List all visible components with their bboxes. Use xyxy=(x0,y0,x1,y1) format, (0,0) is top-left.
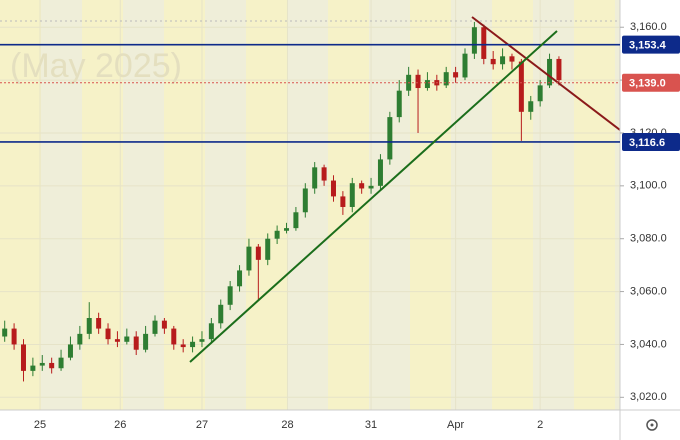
candle-body xyxy=(368,185,374,189)
candle-body xyxy=(481,27,487,59)
price-label: 3,139.0 xyxy=(629,78,666,90)
candle-body xyxy=(143,333,149,350)
candle-body xyxy=(453,72,459,78)
x-tick-label: 2 xyxy=(537,419,543,431)
candle-body xyxy=(415,74,421,89)
trend-line xyxy=(471,16,621,131)
candle-body xyxy=(171,328,177,345)
candle-body xyxy=(265,238,271,260)
candle-body xyxy=(161,320,167,329)
background-stripe xyxy=(164,0,205,410)
y-tick-label: 3,020.0 xyxy=(630,391,667,403)
candle-body xyxy=(180,344,186,348)
background-stripe xyxy=(533,0,574,410)
background-stripe xyxy=(328,0,369,410)
candle-body xyxy=(387,117,393,160)
settings-icon[interactable] xyxy=(646,419,658,431)
y-axis-panel xyxy=(620,0,680,440)
candle-body xyxy=(11,328,17,345)
background-stripe xyxy=(492,0,533,410)
candle-body xyxy=(133,336,139,350)
candle-body xyxy=(377,159,383,186)
background-stripe xyxy=(0,0,41,410)
watermark: (May 2025) xyxy=(10,47,182,85)
candle-body xyxy=(246,246,252,271)
candle-body xyxy=(293,212,299,229)
x-tick-label: 26 xyxy=(114,419,126,431)
background-stripe xyxy=(410,0,451,410)
price-label-box xyxy=(622,73,680,92)
trend-line xyxy=(189,30,558,363)
price-label-box xyxy=(622,35,680,54)
candle-body xyxy=(58,357,64,369)
price-label: 3,153.4 xyxy=(629,40,667,52)
candle-body xyxy=(443,72,449,86)
candle-body xyxy=(518,61,524,112)
x-tick-label: Apr xyxy=(447,419,464,431)
x-tick-label: 25 xyxy=(34,419,46,431)
x-tick-label: 31 xyxy=(365,419,377,431)
candle-body xyxy=(105,328,111,340)
y-tick-label: 3,080.0 xyxy=(630,233,667,245)
candle-body xyxy=(30,365,36,371)
candle-body xyxy=(424,80,430,89)
x-tick-label: 28 xyxy=(281,419,293,431)
background-stripe xyxy=(615,0,620,410)
candle-body xyxy=(359,183,365,189)
background-stripe xyxy=(41,0,82,410)
candle-body xyxy=(218,304,224,324)
candle-body xyxy=(208,323,214,340)
candle-body xyxy=(124,336,130,342)
candle-body xyxy=(312,167,318,189)
candle-body xyxy=(2,328,8,337)
candle-body xyxy=(302,188,308,213)
x-tick-label: 27 xyxy=(196,419,208,431)
candle-body xyxy=(340,196,346,207)
candle-body xyxy=(77,333,83,345)
y-tick-label: 3,160.0 xyxy=(630,21,667,33)
candle-body xyxy=(330,180,336,197)
candle-body xyxy=(190,341,196,348)
candle-body xyxy=(284,228,290,231)
y-tick-label: 3,060.0 xyxy=(630,285,667,297)
background-stripe xyxy=(205,0,246,410)
candle-body xyxy=(20,344,26,371)
background-stripe xyxy=(451,0,492,410)
candle-body xyxy=(96,318,102,329)
candle-body xyxy=(199,339,205,342)
candle-body xyxy=(471,27,477,54)
candle-body xyxy=(152,320,158,334)
candle-body xyxy=(500,56,506,65)
candle-body xyxy=(227,286,233,305)
price-label-box xyxy=(622,132,680,151)
candle-body xyxy=(114,339,120,342)
candle-body xyxy=(255,246,261,260)
price-label: 3,116.6 xyxy=(629,137,665,149)
candle-body xyxy=(509,56,515,62)
candle-body xyxy=(39,362,45,366)
x-axis-panel xyxy=(0,410,620,440)
background-stripe xyxy=(246,0,287,410)
candle-body xyxy=(537,85,543,102)
background-stripe xyxy=(369,0,410,410)
candle-body xyxy=(462,53,468,78)
y-tick-label: 3,040.0 xyxy=(630,338,667,350)
candle-body xyxy=(49,362,55,369)
candle-body xyxy=(86,318,92,334)
candle-body xyxy=(490,58,496,65)
y-tick-label: 3,100.0 xyxy=(630,180,667,192)
candle-body xyxy=(237,270,243,287)
candle-body xyxy=(556,58,562,81)
candle-body xyxy=(547,58,553,86)
background-stripe xyxy=(574,0,615,410)
candle-body xyxy=(528,101,534,112)
candle-body xyxy=(274,230,280,239)
candle-body xyxy=(396,90,402,118)
candle-body xyxy=(67,344,73,358)
candle-body xyxy=(321,167,327,181)
candle-body xyxy=(349,183,355,207)
